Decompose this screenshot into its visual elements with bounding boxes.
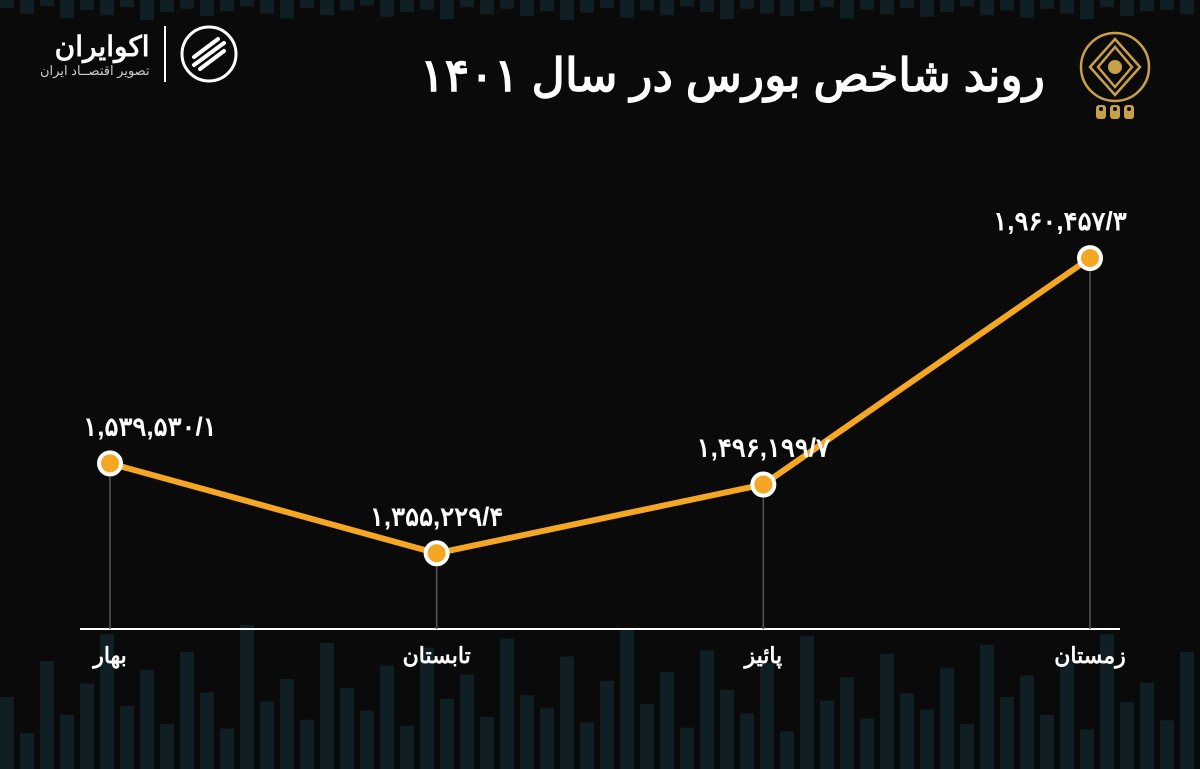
- brand-block: اکوایران تصویر اقتصــاد ایران: [40, 25, 238, 83]
- brand-name: اکوایران: [40, 30, 150, 63]
- chart-area: ۱,۵۳۹,۵۳۰/۱ بهار ۱,۳۵۵,۲۲۹/۴ تابستان ۱,۴۹۶,۱…: [60, 170, 1140, 709]
- data-label: ۱,۹۶۰,۴۵۷/۳: [993, 206, 1126, 236]
- axis-label: پائیز: [742, 643, 782, 670]
- brand-divider: [164, 26, 166, 82]
- data-label: ۱,۳۵۵,۲۲۹/۴: [370, 501, 503, 531]
- header: روند شاخص بورس در سال ۱۴۰۱ اکوایران تصوی…: [0, 0, 1200, 125]
- line-chart: ۱,۵۳۹,۵۳۰/۱ بهار ۱,۳۵۵,۲۲۹/۴ تابستان ۱,۴۹۶,۱…: [60, 170, 1140, 709]
- brand-tagline: تصویر اقتصــاد ایران: [40, 63, 150, 79]
- data-label: ۱,۴۹۶,۱۹۹/۷: [697, 433, 830, 463]
- emblem-icon: [1070, 25, 1160, 125]
- brand-logo-icon: [180, 25, 238, 83]
- axis-label: زمستان: [1054, 643, 1126, 669]
- title-block: روند شاخص بورس در سال ۱۴۰۱: [420, 25, 1160, 125]
- axis-label: تابستان: [403, 643, 471, 668]
- axis-label: بهار: [91, 643, 127, 669]
- data-label: ۱,۵۳۹,۵۳۰/۱: [83, 411, 216, 441]
- page-title: روند شاخص بورس در سال ۱۴۰۱: [420, 48, 1045, 102]
